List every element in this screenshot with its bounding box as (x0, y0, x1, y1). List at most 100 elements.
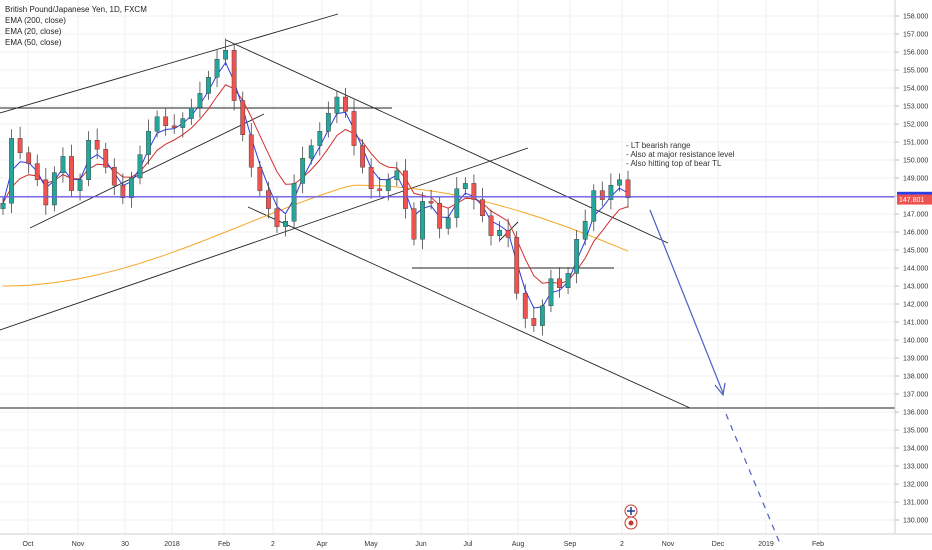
candle-body (94, 139, 100, 150)
candle-body (574, 238, 580, 274)
candle-body (17, 138, 23, 153)
y-tick-label: 131.000 (903, 500, 928, 507)
candle-body (599, 190, 605, 200)
candle-body (197, 93, 203, 109)
candle-body (86, 139, 92, 180)
candle-body (111, 166, 117, 186)
inner-support-line (29, 113, 265, 229)
x-tick-label: Jul (464, 541, 473, 548)
x-tick-label: 2018 (164, 541, 180, 548)
candle-body (420, 201, 425, 240)
projection-arrow-head (714, 382, 726, 397)
candle-body (120, 184, 126, 198)
symbol-title: British Pound/Japanese Yen, 1D, FXCM (5, 5, 147, 14)
candle-body (334, 96, 340, 114)
candle-body (163, 116, 169, 127)
note-line: - Also hitting top of bear TL (626, 159, 722, 168)
x-tick-label: 2 (620, 541, 624, 548)
candle-body (266, 190, 271, 209)
candle-body (582, 220, 588, 240)
y-tick-label: 135.000 (903, 428, 928, 435)
candle-body (428, 201, 434, 204)
candle-body (9, 138, 14, 204)
x-tick-label: Sep (564, 541, 577, 548)
candle-body (129, 177, 134, 198)
y-tick-label: 146.000 (903, 230, 928, 237)
candle-body (214, 59, 220, 78)
y-tick-label: 154.000 (903, 86, 928, 93)
y-tick-label: 134.000 (903, 446, 928, 453)
projection-arrow (649, 209, 724, 394)
y-tick-label: 151.000 (903, 140, 928, 147)
x-tick-label: Aug (512, 541, 525, 548)
candle-body (188, 107, 194, 119)
candle-body (325, 112, 331, 132)
candle-body (283, 220, 288, 227)
bear-trendline-bottom (247, 206, 691, 409)
candle-body (43, 179, 49, 206)
event-icon[interactable] (624, 504, 638, 530)
candle-body (488, 215, 494, 236)
candle-body (565, 273, 571, 288)
x-tick-label: Feb (218, 541, 230, 548)
ascending-channel-top (0, 13, 339, 114)
y-tick-label: 144.000 (903, 266, 928, 273)
candle-body (531, 318, 537, 326)
candle-body (522, 293, 528, 319)
x-tick-label: May (364, 541, 378, 548)
candle-body (26, 152, 32, 164)
y-tick-label: 156.000 (903, 50, 928, 57)
projection-arrows (649, 209, 782, 547)
candle-body (274, 208, 280, 227)
x-tick-label: 2 (271, 541, 275, 548)
y-tick-label: 158.000 (903, 14, 928, 21)
y-tick-label: 143.000 (903, 284, 928, 291)
candle-body (51, 172, 57, 206)
x-tick-label: Feb (812, 541, 824, 548)
candle-body (206, 76, 211, 94)
y-tick-label: 130.000 (903, 518, 928, 525)
candle-body (308, 145, 314, 159)
candle-body (539, 305, 545, 326)
y-tick-label: 136.000 (903, 410, 928, 417)
y-tick-label: 152.000 (903, 122, 928, 129)
y-tick-label: 147.000 (903, 212, 928, 219)
y-tick-label: 137.000 (903, 392, 928, 399)
candle-body (171, 125, 177, 128)
candle-body (146, 130, 151, 155)
y-tick-label: 157.000 (903, 32, 928, 39)
candle-body (317, 130, 323, 146)
candle-body (69, 156, 74, 191)
candle-body (625, 179, 631, 199)
candle-body (377, 188, 383, 191)
candle-body (591, 190, 597, 222)
ema-20-label: EMA (20, close) (5, 27, 62, 36)
candle-body (454, 188, 460, 218)
y-tick-label: 149.000 (903, 176, 928, 183)
candle-body (360, 145, 365, 168)
y-tick-label: 132.000 (903, 482, 928, 489)
x-tick-label: Nov (662, 541, 675, 548)
candle-body (60, 156, 66, 173)
y-tick-label: 145.000 (903, 248, 928, 255)
x-tick-label: 2019 (758, 541, 774, 548)
analysis-note: - LT bearish range - Also at major resis… (626, 141, 735, 168)
candle-body (103, 148, 109, 168)
candle-body (137, 154, 143, 179)
candle-body (557, 278, 562, 288)
candle-body (385, 179, 391, 191)
y-tick-label: 139.000 (903, 356, 928, 363)
ema-50-label: EMA (50, close) (5, 38, 62, 47)
candle-body (300, 157, 306, 184)
x-axis: Oct Nov 30 2018 Feb 2 Apr May Jun Jul Aug Sep 2 Nov De… (0, 533, 932, 548)
x-tick-label: Jun (415, 541, 426, 548)
note-line: - Also at major resistance level (626, 150, 735, 159)
candle-body (154, 116, 160, 132)
candle-body (480, 199, 485, 217)
candle-body (617, 179, 622, 186)
candle-body (231, 50, 237, 101)
y-tick-label: 133.000 (903, 464, 928, 471)
y-axis: 158.000 157.000 156.000 155.000 154.000 153.0… (894, 0, 928, 534)
candle-body (257, 166, 263, 191)
